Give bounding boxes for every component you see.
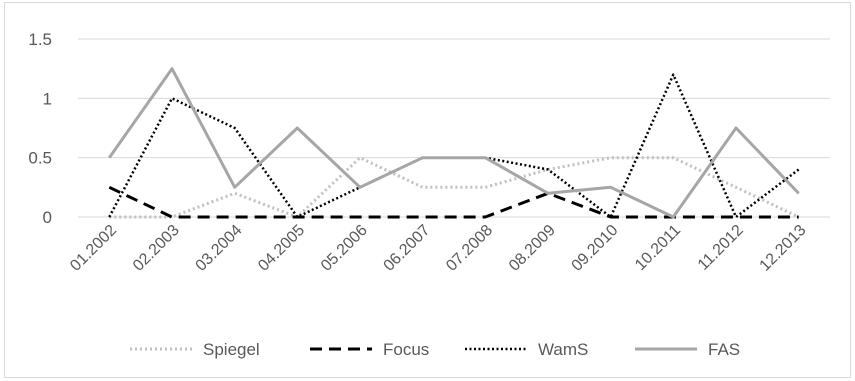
y-axis-ticks: 0 0.5 1 1.5 (28, 30, 52, 227)
legend-label-focus: Focus (383, 340, 429, 359)
x-tick-label: 03.2004 (193, 222, 246, 275)
legend-label-wams: WamS (538, 340, 588, 359)
legend-label-fas: FAS (708, 340, 740, 359)
x-tick-label: 08.2009 (506, 222, 559, 275)
series-line-focus (108, 185, 799, 219)
y-tick-label: 0.5 (28, 149, 52, 168)
x-tick-label: 06.2007 (381, 222, 434, 275)
series-line-fas (108, 67, 800, 219)
x-tick-label: 01.2002 (67, 222, 120, 275)
x-tick-label: 05.2006 (318, 222, 371, 275)
gridlines (78, 38, 830, 218)
legend: Spiegel Focus WamS FAS (130, 340, 740, 359)
chart-frame (4, 2, 851, 378)
y-tick-label: 1 (43, 89, 52, 108)
y-tick-label: 1.5 (28, 30, 52, 49)
x-tick-label: 04.2005 (255, 222, 308, 275)
y-tick-label: 0 (43, 208, 52, 227)
x-tick-label: 10.2011 (632, 222, 684, 274)
x-tick-label: 11.2012 (695, 222, 747, 274)
x-tick-label: 09.2010 (569, 222, 622, 275)
legend-label-spiegel: Spiegel (203, 340, 260, 359)
series-lines (108, 67, 800, 219)
x-axis-ticks: 01.2002 02.2003 03.2004 04.2005 05.2006 06.20… (67, 222, 809, 275)
x-tick-label: 02.2003 (130, 222, 183, 275)
x-tick-label: 07.2008 (443, 222, 496, 275)
x-tick-label: 12.2013 (757, 222, 810, 275)
